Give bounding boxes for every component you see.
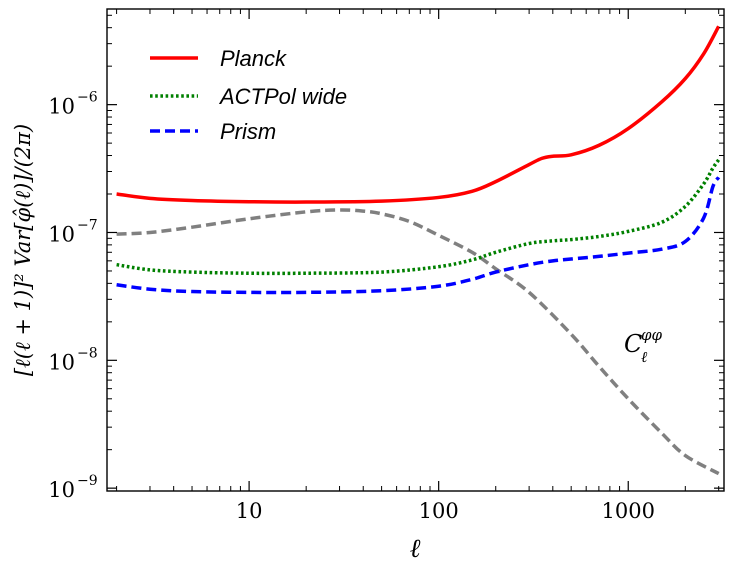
series-layer <box>116 25 721 476</box>
y-axis-label: [ℓ(ℓ + 1)]² Var[φ̂(ℓ)]/(2π) <box>11 124 35 376</box>
y-tick-exponent: −8 <box>77 345 98 361</box>
x-axis-label: ℓ <box>410 534 421 564</box>
series-line-planck <box>116 25 721 204</box>
series-line-actpol-wide <box>116 158 721 276</box>
annotation-superscript: φφ <box>641 326 663 344</box>
y-tick-label: 10 <box>48 222 75 246</box>
y-tick-label: 10 <box>48 95 75 119</box>
series-line-prism <box>116 176 721 295</box>
y-tick-label: 10 <box>48 350 75 374</box>
y-tick-exponent: −7 <box>77 217 98 233</box>
legend-label-planck: Planck <box>220 46 287 71</box>
lensing-potential-annotation: C φφ ℓ <box>624 326 663 366</box>
x-tick-label: 10 <box>236 499 263 523</box>
annotation-base: C <box>624 330 642 358</box>
y-tick-exponent: −9 <box>77 473 98 489</box>
annotation-subscript: ℓ <box>641 348 647 366</box>
legend-label-actpol-wide: ACTPol wide <box>218 84 347 109</box>
y-tick-label: 10 <box>48 478 75 502</box>
y-tick-exponent: −6 <box>77 90 98 106</box>
plot-frame <box>106 8 725 492</box>
legend: Planck ACTPol wide Prism <box>150 46 347 144</box>
legend-label-prism: Prism <box>220 119 276 144</box>
x-tick-label: 100 <box>419 499 459 523</box>
x-tick-label: 1000 <box>602 499 655 523</box>
